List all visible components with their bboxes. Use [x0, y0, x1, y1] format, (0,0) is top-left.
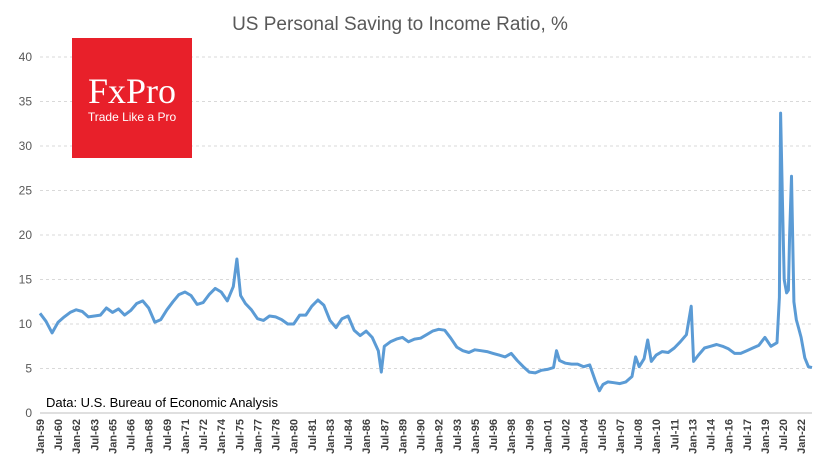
- x-axis: Jan-59 Jul-60 Jan-62 Jul-63 Jan-65 Jul-66 Jan-…: [35, 418, 808, 454]
- y-tick-label: 35: [19, 95, 33, 109]
- x-tick-label: Jan-10: [651, 419, 663, 454]
- x-tick-label: Jan-07: [615, 419, 627, 454]
- x-tick-label: Jan-04: [579, 418, 591, 454]
- x-tick-label: Jan-16: [724, 419, 736, 454]
- logo-brand: FxPro: [88, 71, 176, 111]
- x-tick-label: Jul-87: [379, 419, 391, 451]
- x-tick-label: Jul-02: [561, 419, 573, 451]
- y-tick-label: 40: [19, 50, 33, 64]
- x-tick-label: Jul-72: [198, 419, 210, 451]
- x-tick-label: Jan-01: [542, 419, 554, 454]
- x-tick-label: Jul-81: [307, 419, 319, 451]
- logo-tagline: Trade Like a Pro: [88, 110, 177, 124]
- x-tick-label: Jul-78: [271, 419, 283, 451]
- x-tick-label: Jan-86: [361, 419, 373, 454]
- y-tick-label: 5: [25, 362, 32, 376]
- y-tick-label: 10: [19, 317, 33, 331]
- x-tick-label: Jul-96: [488, 419, 500, 451]
- x-tick-label: Jan-89: [397, 419, 409, 454]
- x-tick-label: Jul-93: [452, 419, 464, 451]
- x-tick-label: Jul-17: [742, 419, 754, 451]
- x-tick-label: Jul-05: [597, 419, 609, 451]
- x-tick-label: Jan-92: [434, 419, 446, 454]
- logo-background: [72, 38, 192, 158]
- chart-title: US Personal Saving to Income Ratio, %: [232, 14, 568, 35]
- x-tick-label: Jan-83: [325, 419, 337, 454]
- x-tick-label: Jul-75: [234, 419, 246, 451]
- x-tick-label: Jan-13: [687, 419, 699, 454]
- x-tick-label: Jul-60: [53, 419, 65, 451]
- x-tick-label: Jan-19: [760, 419, 772, 454]
- x-tick-label: Jul-90: [416, 419, 428, 451]
- x-tick-label: Jul-08: [633, 419, 645, 451]
- fxpro-logo: FxPro Trade Like a Pro: [72, 38, 192, 158]
- y-tick-label: 0: [25, 406, 32, 420]
- x-tick-label: Jan-22: [796, 419, 808, 454]
- x-tick-label: Jan-71: [180, 419, 192, 454]
- x-tick-label: Jan-80: [289, 419, 301, 454]
- x-tick-label: Jul-14: [706, 418, 718, 451]
- x-tick-label: Jan-74: [216, 418, 228, 454]
- series-layer: [38, 111, 813, 393]
- x-tick-label: Jan-68: [144, 419, 156, 454]
- x-tick-label: Jul-69: [162, 419, 174, 451]
- x-tick-label: Jan-62: [71, 419, 83, 454]
- x-tick-label: Jan-77: [252, 419, 264, 454]
- x-tick-label: Jan-65: [107, 419, 119, 454]
- x-tick-label: Jan-95: [470, 419, 482, 454]
- source-note: Data: U.S. Bureau of Economic Analysis: [46, 395, 278, 410]
- y-tick-label: 20: [19, 228, 33, 242]
- series-line: [38, 111, 813, 393]
- x-tick-label: Jan-98: [506, 419, 518, 454]
- x-tick-label: Jul-63: [89, 419, 101, 451]
- y-tick-label: 30: [19, 139, 33, 153]
- x-tick-label: Jul-84: [343, 418, 355, 451]
- x-tick-label: Jul-20: [778, 419, 790, 451]
- x-tick-label: Jul-11: [669, 419, 681, 450]
- y-tick-label: 15: [19, 273, 33, 287]
- y-axis: 0 5 10 15 20 25 30 35 40: [19, 50, 33, 420]
- x-tick-label: Jul-99: [524, 419, 536, 451]
- y-tick-label: 25: [19, 184, 33, 198]
- x-tick-label: Jul-66: [126, 419, 138, 451]
- x-tick-label: Jan-59: [35, 419, 47, 454]
